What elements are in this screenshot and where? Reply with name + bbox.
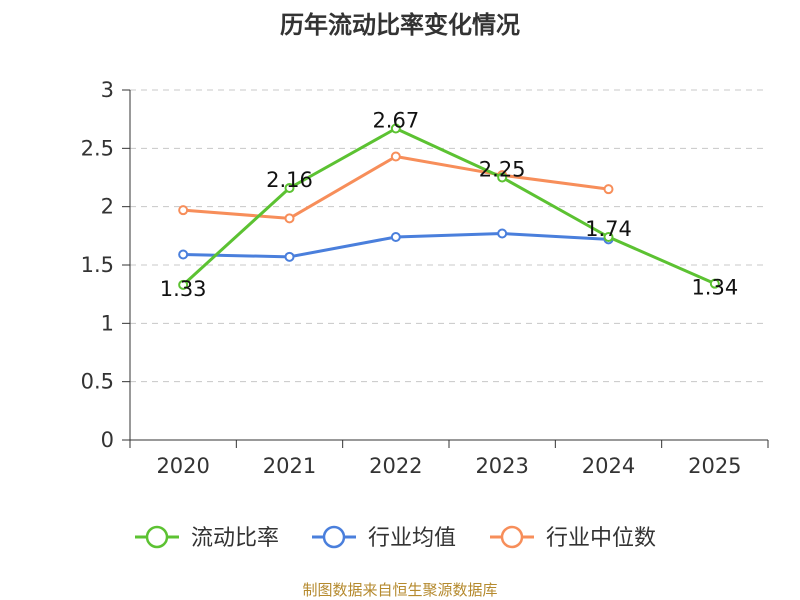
legend-label-1: 行业均值 <box>368 526 456 551</box>
series-1-point-2020 <box>178 249 189 260</box>
y-tick-label-1: 0.5 <box>81 370 114 394</box>
x-tick-label-2022: 2022 <box>369 454 422 478</box>
legend-marker-0 <box>145 525 169 549</box>
legend: 流动比率 行业均值 行业中位数 <box>135 525 656 551</box>
axes: 0 0.5 1 1.5 2 2.5 3 2020 2021 2022 2023 2024 2025 <box>81 78 769 478</box>
source-note: 制图数据来自恒生聚源数据库 <box>302 581 497 599</box>
series-1-point-2021 <box>284 251 295 262</box>
data-label-2022: 2.67 <box>372 109 419 133</box>
data-label-2021: 2.16 <box>266 168 313 192</box>
legend-label-2: 行业中位数 <box>546 526 656 551</box>
legend-marker-1 <box>322 525 346 549</box>
y-tick-label-6: 3 <box>101 78 114 102</box>
series-1-point-2023 <box>497 228 508 239</box>
grid-lines <box>130 89 768 383</box>
x-tick-label-2021: 2021 <box>263 454 316 478</box>
y-tick-label-3: 1.5 <box>81 253 114 277</box>
series-2-point-2021 <box>284 213 295 224</box>
series-line-0 <box>182 127 716 286</box>
series-layer <box>178 123 720 290</box>
data-label-2020: 1.33 <box>160 277 207 301</box>
series-line-2 <box>183 155 609 220</box>
y-tick-label-2: 1 <box>101 311 114 335</box>
y-tick-label-4: 2 <box>101 195 114 219</box>
x-tick-label-2025: 2025 <box>688 454 741 478</box>
legend-label-0: 流动比率 <box>191 526 279 551</box>
series-0-point-2024 <box>603 232 614 242</box>
series-2-point-2024 <box>603 184 614 195</box>
y-tick-label-5: 2.5 <box>81 136 114 160</box>
series-0-point-2020 <box>178 279 189 290</box>
data-labels: 1.33 2.16 2.67 2.25 1.74 1.34 <box>160 109 738 301</box>
data-label-2025: 1.34 <box>691 276 738 300</box>
data-label-2023: 2.25 <box>479 158 526 182</box>
series-1-point-2022 <box>390 232 401 242</box>
series-0-point-2023 <box>497 172 508 183</box>
chart-title: 历年流动比率变化情况 <box>280 11 520 39</box>
x-tick-label-2024: 2024 <box>582 454 635 478</box>
legend-marker-2 <box>500 525 524 549</box>
x-tick-label-2023: 2023 <box>475 454 528 478</box>
x-tick-label-2020: 2020 <box>156 454 209 478</box>
y-tick-label-0: 0 <box>101 428 114 452</box>
series-0-point-2022 <box>390 123 401 134</box>
series-2-point-2020 <box>178 205 189 216</box>
series-0-point-2021 <box>284 183 295 193</box>
data-label-2024: 1.74 <box>585 217 632 241</box>
series-2-point-2022 <box>390 151 401 162</box>
series-0-point-2025 <box>709 278 720 289</box>
